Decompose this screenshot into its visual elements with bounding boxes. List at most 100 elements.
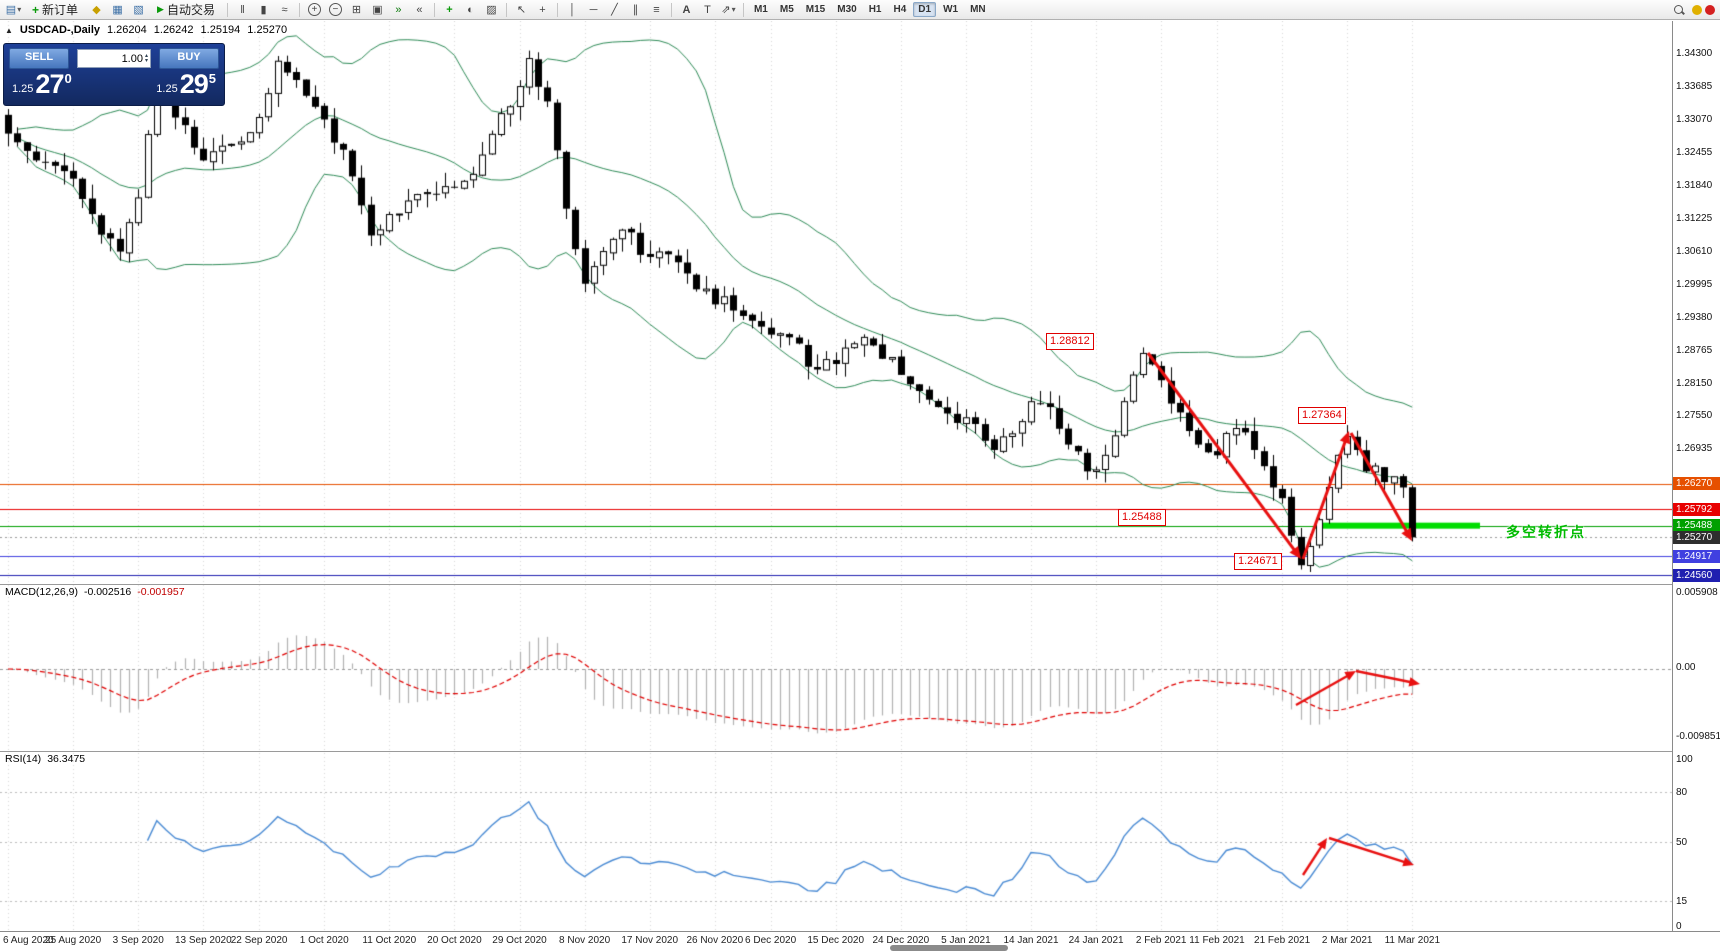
timeframe-h1[interactable]: H1 <box>868 4 882 15</box>
price-axis-label: 1.27550 <box>1676 410 1713 422</box>
timeframe-mn[interactable]: MN <box>970 4 986 15</box>
play-icon: ▶ <box>157 4 164 14</box>
auto-scroll-icon[interactable]: » <box>395 3 402 16</box>
ohlc-open: 1.26204 <box>107 24 147 36</box>
price-axis-label: 1.32455 <box>1676 147 1713 159</box>
zoom-in-icon[interactable]: + <box>305 1 324 19</box>
macd-axis-label: -0.009851 <box>1676 731 1720 742</box>
fibonacci-tool-icon[interactable]: ≡ <box>653 3 660 16</box>
bid-prefix: 1.25 <box>12 83 34 95</box>
date-axis-label: 8 Nov 2020 <box>559 935 611 946</box>
price-annotation-box[interactable]: 1.25488 <box>1118 509 1166 526</box>
plus-icon: + <box>32 2 40 17</box>
price-axis-label: 1.26935 <box>1676 443 1713 455</box>
bid-big-digits: 27 <box>35 69 64 99</box>
timeframe-h4[interactable]: H4 <box>893 4 907 15</box>
record-icon[interactable] <box>1705 4 1715 15</box>
horizontal-line-tool-icon[interactable]: ─ <box>589 3 598 16</box>
turning-point-annotation[interactable]: 多空转折点 <box>1506 524 1586 540</box>
alerts-icon[interactable]: ◆ <box>92 3 101 16</box>
separator <box>433 2 435 17</box>
buy-button[interactable]: BUY <box>159 48 219 69</box>
date-axis-label: 22 Sep 2020 <box>230 935 288 946</box>
ohlc-high: 1.26242 <box>153 24 194 36</box>
price-axis-label: 1.28150 <box>1676 377 1713 389</box>
price-chart-canvas[interactable] <box>0 21 1672 931</box>
zoom-out-icon[interactable]: − <box>326 1 345 19</box>
tile-windows-icon[interactable]: ⊞ <box>351 3 362 16</box>
new-chart-icon[interactable]: ▤ ▾ <box>4 1 23 19</box>
rsi-value: 36.3475 <box>47 753 86 765</box>
auto-trading-button[interactable]: ▶ 自动交易 <box>151 1 221 19</box>
zoom-in-glyph: + <box>307 3 321 16</box>
price-tag: 1.25792 <box>1673 502 1720 516</box>
price-axis-label: 1.33685 <box>1676 81 1713 93</box>
lot-size-input[interactable]: 1.00 ▴ ▾ <box>77 49 151 68</box>
periods-icon[interactable]: ◐ <box>467 3 474 16</box>
time-axis[interactable]: 6 Aug 2020 25 Aug 2020 3 Sep 2020 13 Sep 20… <box>0 931 1720 952</box>
shapes-tool-icon[interactable]: ⇗ ▾ <box>719 1 738 19</box>
timeframe-w1[interactable]: W1 <box>943 4 959 15</box>
add-indicator-icon[interactable]: + <box>446 3 453 16</box>
magnifier-glyph <box>1673 4 1684 15</box>
date-axis-label: 11 Feb 2021 <box>1189 935 1245 946</box>
price-annotation-box[interactable]: 1.27364 <box>1298 407 1346 424</box>
date-axis-label: 29 Oct 2020 <box>492 935 547 946</box>
templates-icon[interactable]: ▨ <box>486 3 497 16</box>
date-axis-label: 11 Mar 2021 <box>1384 935 1440 946</box>
chart-shift-icon[interactable]: « <box>416 3 423 16</box>
new-order-button[interactable]: + 新订单 <box>26 1 84 19</box>
macd-axis-label: 0.005908 <box>1676 587 1718 598</box>
market-watch-icon[interactable]: ▦ <box>112 3 123 16</box>
timeframe-m5[interactable]: M5 <box>779 4 794 15</box>
price-tag: 1.26270 <box>1673 477 1720 491</box>
timeframe-m15[interactable]: M15 <box>805 4 826 15</box>
notification-icon[interactable] <box>1692 4 1702 15</box>
sell-button[interactable]: SELL <box>9 48 69 69</box>
cascade-windows-icon[interactable]: ▣ <box>372 3 383 16</box>
cursor-tool-icon[interactable]: ↖ <box>516 3 527 16</box>
bar-chart-icon[interactable]: ‖ <box>240 3 245 16</box>
text-label-tool-icon[interactable]: T <box>704 3 711 16</box>
rsi-axis-label: 50 <box>1676 837 1688 848</box>
separator <box>505 2 507 17</box>
timeframe-m1[interactable]: M1 <box>753 4 768 15</box>
date-axis-label: 24 Jan 2021 <box>1068 935 1124 946</box>
rsi-axis-label: 100 <box>1676 754 1693 765</box>
date-axis-label: 14 Jan 2021 <box>1003 935 1059 946</box>
vertical-line-tool-icon[interactable]: │ <box>569 3 576 16</box>
trendline-tool-icon[interactable]: ╱ <box>611 3 618 16</box>
one-click-trading-panel: SELL 1.00 ▴ ▾ BUY 1.25 27 0 1.25 29 5 <box>3 43 225 106</box>
price-axis-label: 1.34300 <box>1676 48 1713 60</box>
price-annotation-box[interactable]: 1.24671 <box>1234 553 1282 570</box>
timeframe-d1[interactable]: D1 <box>913 2 937 17</box>
macd-axis-label: 0.00 <box>1676 662 1696 673</box>
panel-divider-rsi[interactable] <box>0 751 1720 752</box>
ask-price: 1.25 29 5 <box>156 70 216 99</box>
search-icon[interactable] <box>1669 1 1688 19</box>
rsi-axis-label: 15 <box>1676 895 1688 907</box>
navigator-icon[interactable]: ▧ <box>133 3 144 16</box>
date-axis-label: 5 Jan 2021 <box>941 935 991 946</box>
price-annotation-box[interactable]: 1.28812 <box>1046 333 1094 350</box>
crosshair-tool-icon[interactable]: + <box>539 3 546 16</box>
date-axis-label: 6 Dec 2020 <box>745 935 797 946</box>
panel-divider-macd[interactable] <box>0 584 1720 585</box>
candlestick-chart-icon[interactable]: ▮ <box>260 3 267 16</box>
trade-panel-toggle-icon[interactable]: ▲ <box>5 25 13 35</box>
lot-increase-icon[interactable]: ▴ <box>144 52 148 59</box>
rsi-label: RSI(14) 36.3475 <box>5 753 85 765</box>
font-tool-icon[interactable]: A <box>682 3 691 16</box>
chart-header: ▲ USDCAD-,Daily 1.26204 1.26242 1.25194 … <box>5 24 287 36</box>
date-axis-label: 13 Sep 2020 <box>174 935 232 946</box>
line-chart-icon[interactable]: ≈ <box>281 3 288 16</box>
price-scale[interactable]: 1.34300 1.33685 1.33070 1.32455 1.31840 1.312… <box>1672 21 1720 932</box>
date-axis-label: 2 Mar 2021 <box>1321 935 1373 946</box>
lot-decrease-icon[interactable]: ▾ <box>144 57 148 64</box>
macd-signal-value: -0.001957 <box>137 586 185 598</box>
bid-price: 1.25 27 0 <box>12 70 72 99</box>
channel-tool-icon[interactable]: ∥ <box>632 3 639 16</box>
horizontal-scrollbar-thumb[interactable] <box>890 945 1008 951</box>
price-axis-label: 1.31840 <box>1676 180 1713 192</box>
timeframe-m30[interactable]: M30 <box>837 4 857 15</box>
